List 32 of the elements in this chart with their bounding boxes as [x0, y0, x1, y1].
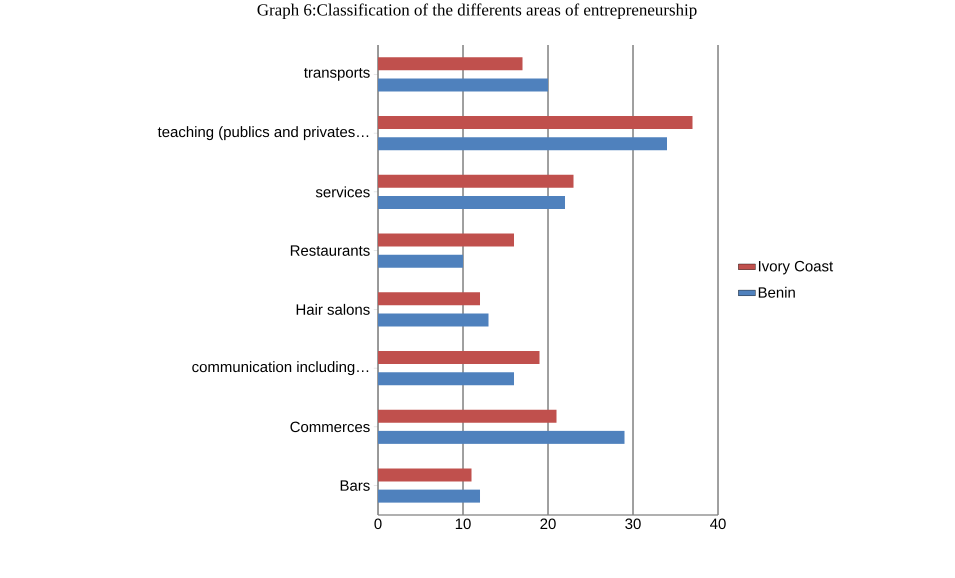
- y-tick-label: transports: [304, 68, 370, 81]
- y-tick-label: Restaurants: [290, 245, 370, 256]
- y-tick-label: Commerces: [290, 422, 370, 432]
- bar: [378, 196, 566, 209]
- x-tick-label: 0: [374, 518, 382, 530]
- bar: [378, 174, 574, 188]
- chart-title: Graph 6:Classification of the differents areas of entrepreneurship: [258, 4, 697, 20]
- x-tick-label: 10: [456, 518, 471, 530]
- bar: [378, 234, 514, 247]
- legend-label: Ivory Coast: [758, 260, 834, 274]
- bar: [378, 78, 548, 92]
- x-tick-label: 30: [625, 518, 641, 530]
- y-tick-label: Bars: [340, 480, 370, 491]
- bar: [378, 430, 625, 444]
- y-tick-label: communication including…: [192, 361, 368, 376]
- bar: [378, 137, 668, 150]
- y-tick-label: teaching (publics and privates…: [158, 126, 368, 140]
- bar: [378, 351, 540, 364]
- bar: [378, 468, 472, 482]
- bar: [378, 254, 464, 268]
- bar: [378, 410, 557, 423]
- y-tick-label: Hair salons: [296, 304, 370, 315]
- x-tick-label: 40: [710, 518, 726, 530]
- bar: [378, 57, 523, 70]
- bar: [378, 116, 693, 130]
- y-tick-label: services: [316, 186, 370, 198]
- bar: [378, 372, 514, 386]
- x-tick-label: 20: [540, 518, 556, 530]
- bar: [378, 292, 480, 306]
- bar: [378, 490, 480, 503]
- bar: [378, 313, 489, 326]
- legend-label: Benin: [758, 286, 795, 298]
